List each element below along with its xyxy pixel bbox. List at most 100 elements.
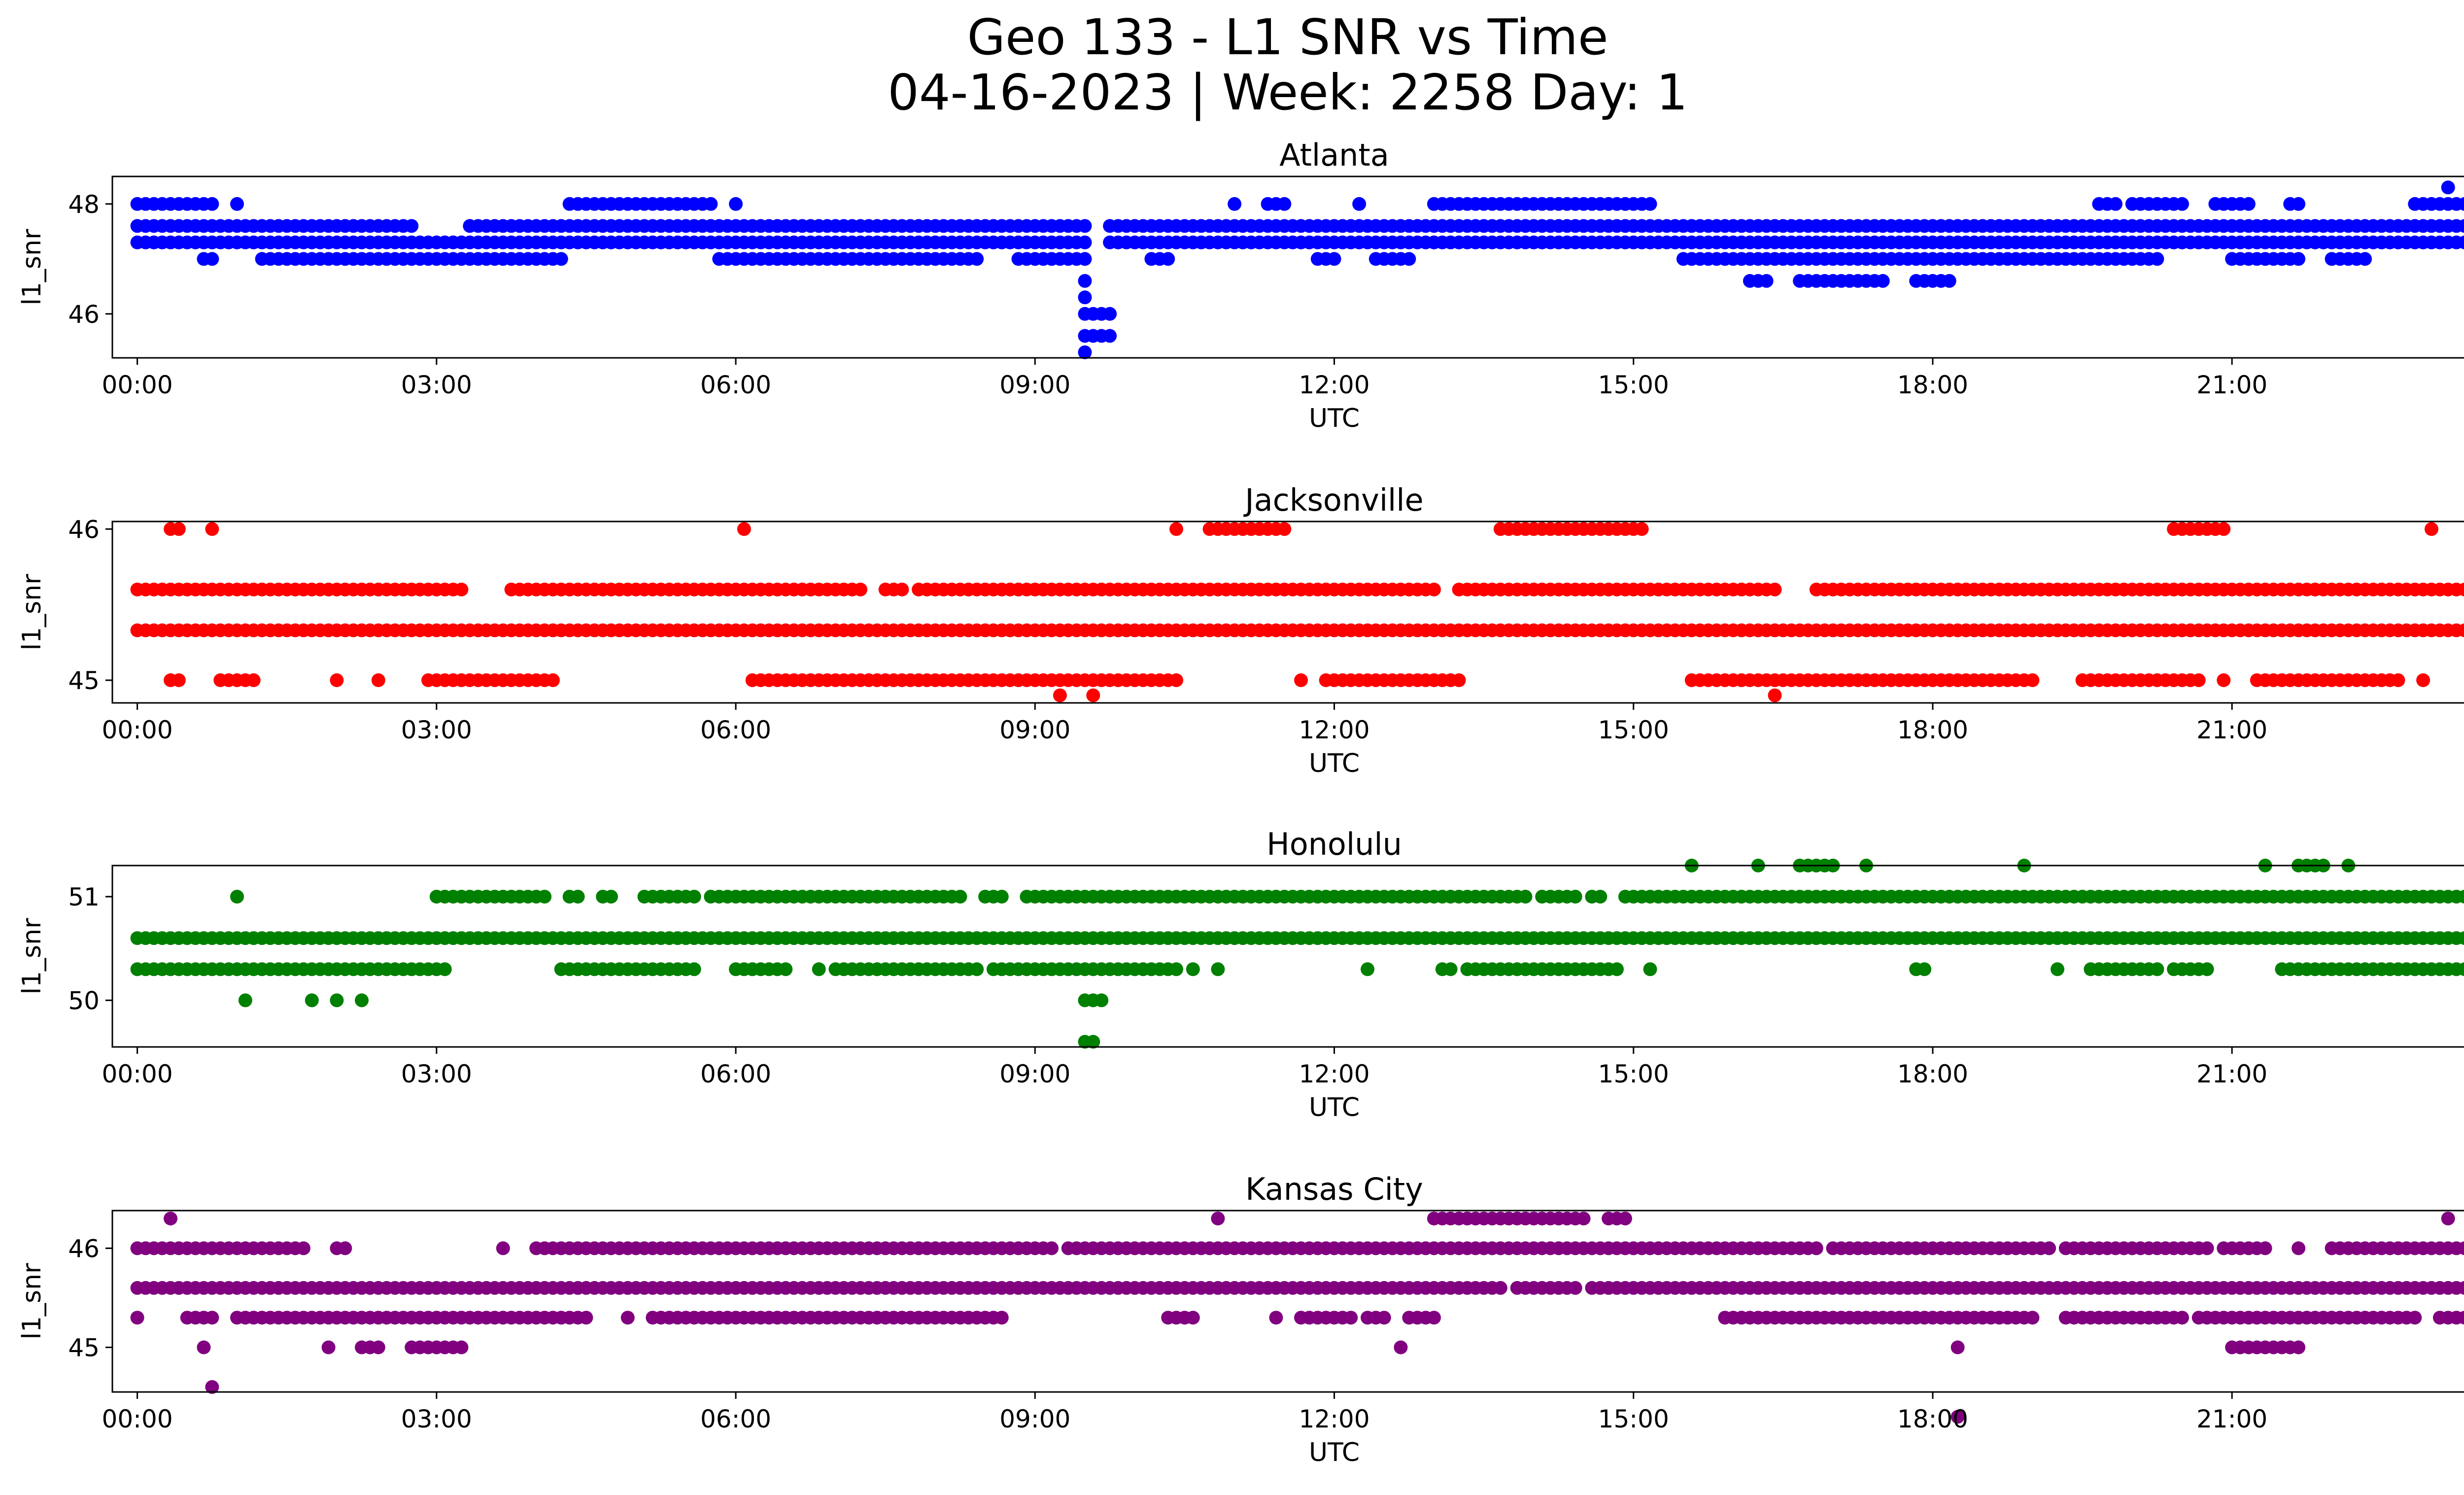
subplot-honolulu: Honolulu 00:00 03:00 06:00 09:00 12:00 15:00 18… xyxy=(17,826,2464,1122)
data-point xyxy=(1161,252,1175,266)
data-point xyxy=(2042,1241,2056,1255)
data-point xyxy=(1768,688,1782,702)
data-point xyxy=(2458,1281,2464,1295)
data-point xyxy=(1361,962,1374,976)
data-point xyxy=(1352,197,1367,211)
data-point xyxy=(2458,235,2464,249)
x-tick-label: 12:00 xyxy=(1299,716,1369,744)
x-tick-label: 21:00 xyxy=(2196,1405,2267,1433)
data-point xyxy=(2217,522,2231,536)
x-tick-label: 12:00 xyxy=(1299,371,1369,399)
data-point xyxy=(2292,197,2306,211)
data-point xyxy=(2458,1241,2464,1255)
x-tick-label: 15:00 xyxy=(1598,716,1669,744)
data-point xyxy=(1045,1241,1059,1255)
subplot-title: Honolulu xyxy=(1266,826,1402,862)
data-point xyxy=(1643,962,1657,976)
data-point xyxy=(197,1340,211,1355)
data-point xyxy=(1942,274,1956,288)
data-point xyxy=(729,197,743,211)
data-point xyxy=(1169,673,1183,687)
y-tick-label: 51 xyxy=(68,883,100,911)
data-point xyxy=(2408,1311,2422,1325)
data-point xyxy=(2241,197,2256,211)
data-point xyxy=(2391,673,2405,687)
data-point xyxy=(1917,962,1932,976)
data-point xyxy=(1211,1212,1225,1226)
data-point xyxy=(338,1241,352,1255)
data-point xyxy=(953,890,967,904)
x-tick-label: 03:00 xyxy=(401,1405,472,1433)
data-point xyxy=(2458,890,2464,904)
x-tick-label: 12:00 xyxy=(1299,1060,1369,1088)
subplot-atlanta: Atlanta 00:00 03:00 06:00 09:00 12:00 15:00 18:… xyxy=(17,137,2464,433)
x-tick-label: 15:00 xyxy=(1598,1060,1669,1088)
x-tick-label: 09:00 xyxy=(999,1060,1070,1088)
data-point xyxy=(296,1241,310,1255)
data-point xyxy=(687,890,701,904)
data-point xyxy=(2458,623,2464,637)
data-point xyxy=(205,522,219,536)
data-point xyxy=(1593,890,1608,904)
x-tick-label: 21:00 xyxy=(2196,371,2267,399)
scatter-points xyxy=(130,859,2464,1049)
data-point xyxy=(205,252,219,266)
data-point xyxy=(438,962,452,976)
data-point xyxy=(2258,1241,2272,1255)
data-point xyxy=(1427,583,1441,596)
data-point xyxy=(130,1311,144,1325)
data-point xyxy=(2458,219,2464,233)
data-point xyxy=(1211,962,1225,976)
data-point xyxy=(854,583,868,596)
x-tick-label: 03:00 xyxy=(401,716,472,744)
subplot-jacksonville: Jacksonville 00:00 03:00 06:00 09:00 12:00 15:… xyxy=(17,482,2464,778)
subplot-title: Jacksonville xyxy=(1243,482,1423,518)
y-tick-label: 50 xyxy=(68,986,100,1015)
data-point xyxy=(1269,1311,1283,1325)
data-point xyxy=(205,197,219,211)
data-point xyxy=(171,522,186,536)
data-point xyxy=(1443,962,1458,976)
data-point xyxy=(1377,1311,1391,1325)
x-axis-label: UTC xyxy=(1309,404,1360,433)
data-point xyxy=(2425,522,2438,536)
data-point xyxy=(205,1311,219,1325)
data-point xyxy=(2217,673,2231,687)
x-tick-label: 15:00 xyxy=(1598,1405,1669,1433)
data-point xyxy=(571,890,585,904)
y-tick-label: 46 xyxy=(68,1234,100,1263)
x-tick-label: 18:00 xyxy=(1897,1060,1968,1088)
y-axis-label: l1_snr xyxy=(17,229,47,306)
data-point xyxy=(970,962,984,976)
data-point xyxy=(305,993,319,1008)
x-tick-label: 00:00 xyxy=(102,371,173,399)
x-tick-label: 21:00 xyxy=(2196,1060,2267,1088)
data-point xyxy=(2458,583,2464,596)
subplot-kansas-city: Kansas City 00:00 03:00 06:00 09:00 12:00 15:0… xyxy=(17,1171,2464,1467)
data-point xyxy=(2051,962,2064,976)
scatter-points xyxy=(130,522,2464,702)
data-point xyxy=(2358,252,2372,266)
data-point xyxy=(1643,197,1657,211)
x-tick-label: 03:00 xyxy=(401,1060,472,1088)
data-point xyxy=(2150,962,2164,976)
data-point xyxy=(687,962,701,976)
data-point xyxy=(1809,1241,1823,1255)
data-point xyxy=(779,962,793,976)
data-point xyxy=(1078,235,1092,249)
data-point xyxy=(737,522,751,536)
data-point xyxy=(620,1311,635,1325)
data-point xyxy=(1402,252,1416,266)
data-point xyxy=(1327,252,1341,266)
data-point xyxy=(2292,1241,2306,1255)
data-point xyxy=(1078,290,1092,305)
x-axis-label: UTC xyxy=(1309,1438,1360,1467)
data-point xyxy=(970,252,984,266)
y-tick-label: 48 xyxy=(68,190,100,219)
data-point xyxy=(1568,890,1582,904)
x-tick-label: 03:00 xyxy=(401,371,472,399)
data-point xyxy=(1951,1340,1965,1355)
y-tick-label: 45 xyxy=(68,1334,100,1362)
